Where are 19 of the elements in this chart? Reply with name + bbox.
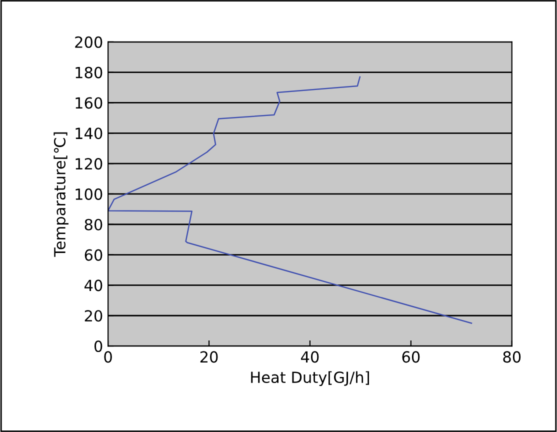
y-tick-label: 40 (84, 280, 102, 292)
x-tick-label: 20 (200, 351, 218, 363)
y-tick-label: 120 (76, 158, 102, 170)
line-series (108, 76, 472, 324)
x-tick-label: 80 (503, 351, 521, 363)
x-tick-label: 60 (402, 351, 420, 363)
x-axis-title: Heat Duty[GJ/h] (251, 371, 369, 386)
y-tick-label: 20 (84, 310, 102, 322)
x-tick-label: 0 (104, 351, 112, 363)
x-tick-label: 40 (300, 351, 319, 363)
y-tick-label: 100 (76, 188, 102, 200)
y-tick-label: 80 (84, 218, 102, 230)
y-tick-label: 140 (76, 128, 102, 140)
y-tick-label: 0 (94, 340, 102, 352)
y-tick-label: 180 (76, 66, 102, 78)
y-tick-label: 200 (75, 36, 102, 48)
y-axis-title: Temparature[℃] (54, 132, 68, 257)
y-tick-label: 60 (84, 249, 102, 261)
y-tick-label: 160 (76, 97, 102, 109)
